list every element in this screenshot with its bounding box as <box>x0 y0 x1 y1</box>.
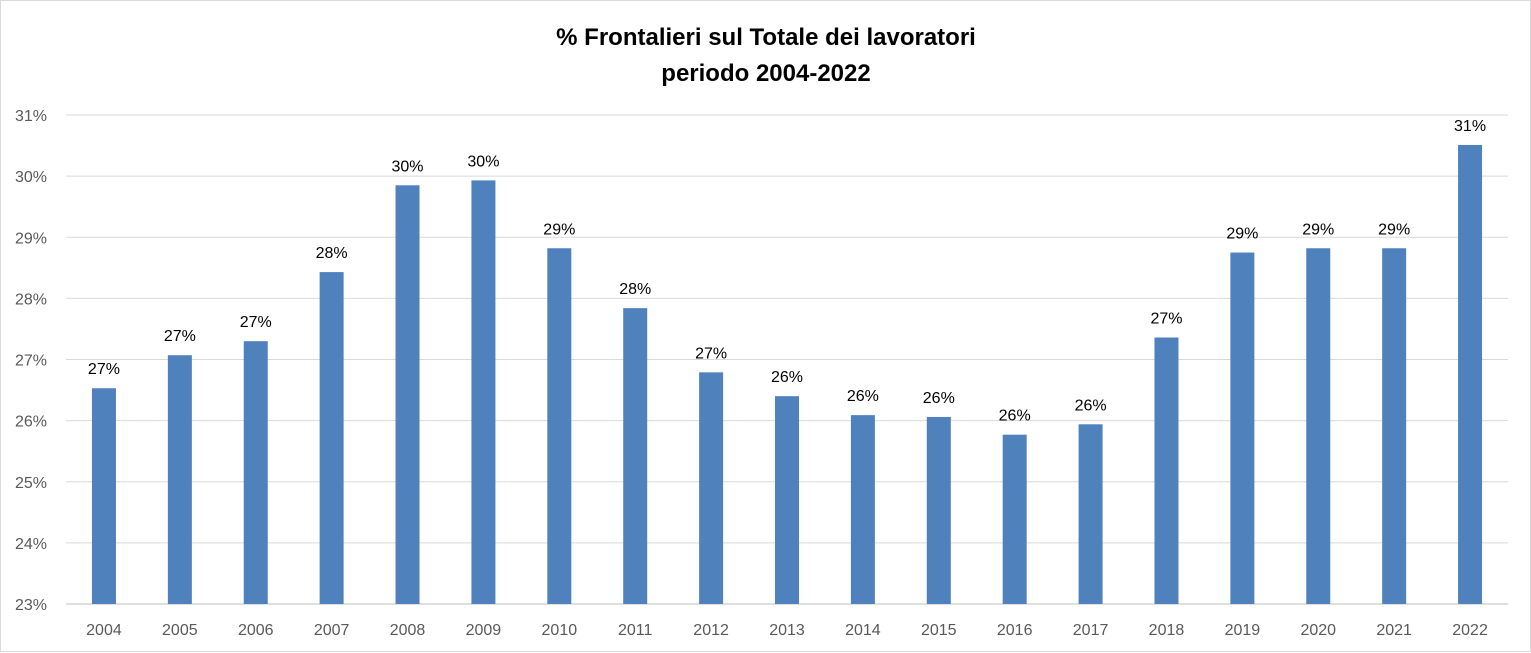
bar-2006 <box>243 341 268 604</box>
bar-2022 <box>1458 144 1483 605</box>
y-tick-label: 27% <box>15 353 47 370</box>
data-label-2014: 26% <box>847 388 879 405</box>
y-tick-label: 28% <box>15 291 47 308</box>
bar-2004 <box>91 388 116 604</box>
y-tick-label: 26% <box>15 414 47 431</box>
x-tick-label: 2010 <box>542 622 578 639</box>
bar-2008 <box>395 185 420 604</box>
bar-2018 <box>1154 337 1179 604</box>
y-tick-label: 24% <box>15 536 47 553</box>
data-label-2008: 30% <box>392 158 424 175</box>
x-tick-label: 2015 <box>921 622 957 639</box>
x-tick-label: 2017 <box>1073 622 1109 639</box>
data-label-2013: 26% <box>771 369 803 386</box>
data-label-2022: 31% <box>1454 118 1486 135</box>
bar-2007 <box>319 272 344 604</box>
x-tick-label: 2022 <box>1452 622 1488 639</box>
data-label-2017: 26% <box>1075 397 1107 414</box>
bar-2005 <box>167 355 192 604</box>
data-label-2021: 29% <box>1378 221 1410 238</box>
x-tick-label: 2011 <box>618 622 653 639</box>
chart-title: % Frontalieri sul Totale dei lavoratori <box>556 24 976 51</box>
bar-2010 <box>547 248 572 604</box>
data-label-2010: 29% <box>543 221 575 238</box>
x-tick-label: 2021 <box>1376 622 1412 639</box>
y-tick-label: 30% <box>15 169 47 186</box>
y-tick-label: 25% <box>15 475 47 492</box>
bar-2011 <box>623 308 648 604</box>
data-label-2015: 26% <box>923 390 955 407</box>
bar-2019 <box>1230 252 1255 604</box>
data-label-2004: 27% <box>88 361 120 378</box>
data-label-2006: 27% <box>240 314 272 331</box>
x-tick-label: 2016 <box>997 622 1033 639</box>
data-label-2011: 28% <box>619 281 651 298</box>
x-tick-label: 2009 <box>466 622 502 639</box>
chart-subtitle: periodo 2004-2022 <box>661 60 870 87</box>
data-label-2009: 30% <box>467 153 499 170</box>
y-tick-label: 29% <box>15 230 47 247</box>
x-tick-label: 2019 <box>1225 622 1261 639</box>
bars <box>91 144 1483 605</box>
data-label-2018: 27% <box>1150 310 1182 327</box>
data-label-2005: 27% <box>164 328 196 345</box>
bar-2017 <box>1078 424 1103 604</box>
data-label-2016: 26% <box>999 408 1031 425</box>
y-tick-label: 23% <box>15 597 47 614</box>
data-label-2019: 29% <box>1226 226 1258 243</box>
x-tick-label: 2006 <box>238 622 274 639</box>
x-tick-label: 2007 <box>314 622 350 639</box>
bar-2013 <box>775 396 799 604</box>
bar-2009 <box>471 180 496 604</box>
bar-2016 <box>1002 434 1027 604</box>
bar-2020 <box>1306 248 1331 604</box>
x-tick-label: 2020 <box>1300 622 1336 639</box>
x-tick-label: 2005 <box>162 622 198 639</box>
gridlines <box>66 114 1508 605</box>
data-label-2007: 28% <box>316 245 348 262</box>
bar-2012 <box>699 372 724 604</box>
bar-2014 <box>850 415 875 604</box>
bar-2015 <box>926 416 951 604</box>
bar-2021 <box>1382 248 1407 604</box>
x-tick-label: 2012 <box>693 622 729 639</box>
x-tick-label: 2004 <box>86 622 122 639</box>
data-label-2020: 29% <box>1302 221 1334 238</box>
x-tick-label: 2008 <box>390 622 426 639</box>
data-label-2012: 27% <box>695 345 727 362</box>
x-axis-ticks: 2004 2005 2006 2007 2008 2009 2010 2011 2012 2013… <box>86 622 1488 639</box>
x-tick-label: 2013 <box>769 622 805 639</box>
x-tick-label: 2014 <box>845 622 881 639</box>
data-labels: 27% 27% 27% 28% 30% 30% 29% 28% 27% 26% 26% 26% 26% 2… <box>88 118 1486 425</box>
x-tick-label: 2018 <box>1149 622 1185 639</box>
y-tick-label: 31% <box>15 108 47 125</box>
y-axis-ticks: 23% 24% 25% 26% 27% 28% 29% 30% 31% <box>15 108 47 614</box>
